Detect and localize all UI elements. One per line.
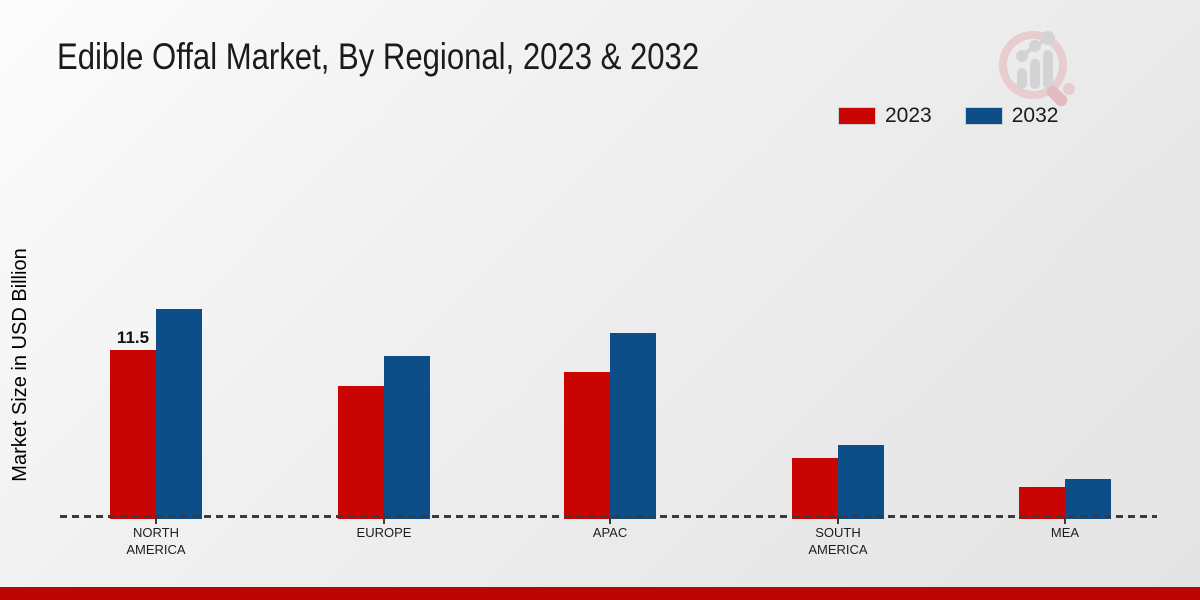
legend-swatch-2032 <box>964 107 1003 125</box>
x-axis-tick-mea <box>1064 517 1066 524</box>
bar-2032-mea <box>1065 479 1111 519</box>
bar-2023-europe <box>338 386 384 519</box>
bar-2032-north-america <box>156 309 202 519</box>
chart-title: Edible Offal Market, By Regional, 2023 &… <box>57 36 700 77</box>
x-axis-tick-north-america <box>155 517 157 524</box>
bar-2032-apac <box>610 333 656 519</box>
x-axis-label-apac: APAC <box>592 525 628 540</box>
legend-item-2023: 2023 <box>838 104 932 128</box>
legend-label-2032: 2032 <box>1011 104 1059 127</box>
legend: 2023 2032 <box>838 104 1058 128</box>
legend-label-2023: 2023 <box>885 104 932 127</box>
x-axis-label-europe: EUROPE <box>356 525 412 540</box>
bar-2032-europe <box>384 356 430 519</box>
bar-2032-south-america <box>838 445 884 519</box>
x-axis-label-mea: MEA <box>1050 525 1080 540</box>
x-axis-baseline <box>60 515 1157 518</box>
bar-2023-mea <box>1019 487 1065 519</box>
legend-swatch-2023 <box>838 107 876 125</box>
bar-2023-south-america <box>792 458 838 519</box>
bar-value-label-2023-north-america: 11.5 <box>116 328 150 347</box>
x-axis-tick-europe <box>383 517 385 524</box>
magnifier-bar-chart-logo-icon <box>999 31 1075 107</box>
x-axis-label-north-america: NORTH AMERICA <box>126 525 186 557</box>
legend-item-2032: 2032 <box>964 104 1059 128</box>
bar-2023-north-america <box>110 350 156 519</box>
brand-accent-bar <box>0 587 1200 600</box>
x-axis-tick-apac <box>609 517 611 524</box>
bar-2023-apac <box>564 372 610 519</box>
x-axis-label-south-america: SOUTH AMERICA <box>808 525 868 557</box>
x-axis-tick-south-america <box>837 517 839 524</box>
